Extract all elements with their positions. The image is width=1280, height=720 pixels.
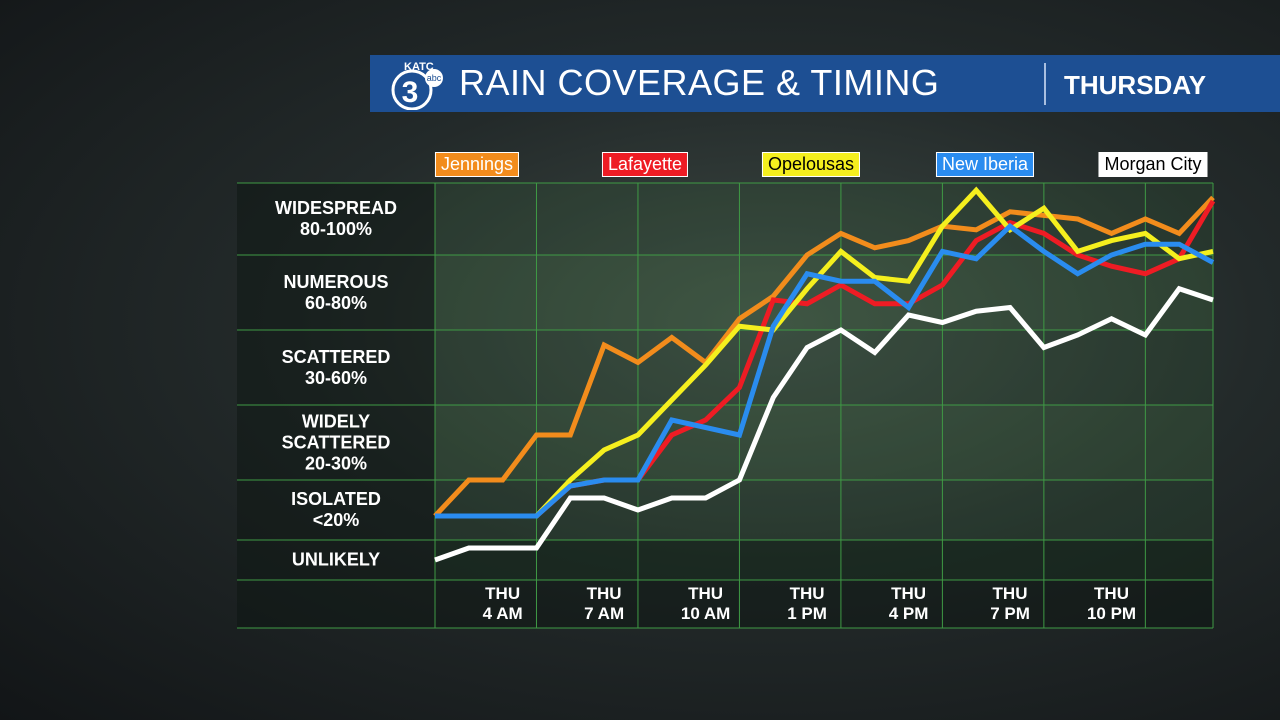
x-tick-label: THU 10 AM	[680, 584, 731, 623]
x-label-row	[435, 580, 1213, 628]
legend-entry: Jennings	[434, 152, 520, 177]
series-line	[435, 186, 1214, 519]
divider	[1044, 63, 1046, 105]
band	[435, 330, 1213, 405]
logo: KATC 3 abc	[391, 61, 443, 110]
legend-entry: Morgan City	[1098, 152, 1208, 177]
day: THURSDAY	[1064, 70, 1207, 100]
legend-entry: Lafayette	[601, 152, 689, 177]
x-tick-label: THU 1 PM	[787, 584, 827, 623]
series-line	[435, 222, 1215, 519]
logo-call: KATC	[404, 61, 434, 73]
band	[435, 540, 1213, 580]
band-label: WIDELY SCATTERED 20-30%	[281, 411, 391, 473]
band	[435, 480, 1213, 540]
header-banner	[370, 55, 1280, 112]
x-tick-label: THU 10 PM	[1086, 584, 1137, 623]
band-label: SCATTERED 30-60%	[281, 346, 391, 388]
x-tick-label: THU 7 AM	[584, 584, 625, 623]
logo-network: abc	[427, 73, 442, 83]
x-tick-label: THU 4 PM	[888, 584, 929, 623]
legend-entry: New Iberia	[935, 152, 1035, 177]
band-label: NUMEROUS 60-80%	[283, 271, 389, 313]
x-tick-label: THU 7 PM	[990, 584, 1030, 623]
series-line	[434, 285, 1214, 563]
band-label: WIDESPREAD 80-100%	[274, 198, 398, 239]
title: RAIN COVERAGE & TIMING	[459, 62, 940, 103]
legend-entry: Opelousas	[761, 152, 861, 177]
band-label: UNLIKELY	[291, 549, 381, 570]
logo-number: 3	[402, 76, 419, 109]
band	[435, 405, 1213, 480]
x-tick-label: THU 4 AM	[482, 584, 523, 623]
series-line	[433, 195, 1215, 518]
band-label: ISOLATED <20%	[291, 489, 381, 530]
